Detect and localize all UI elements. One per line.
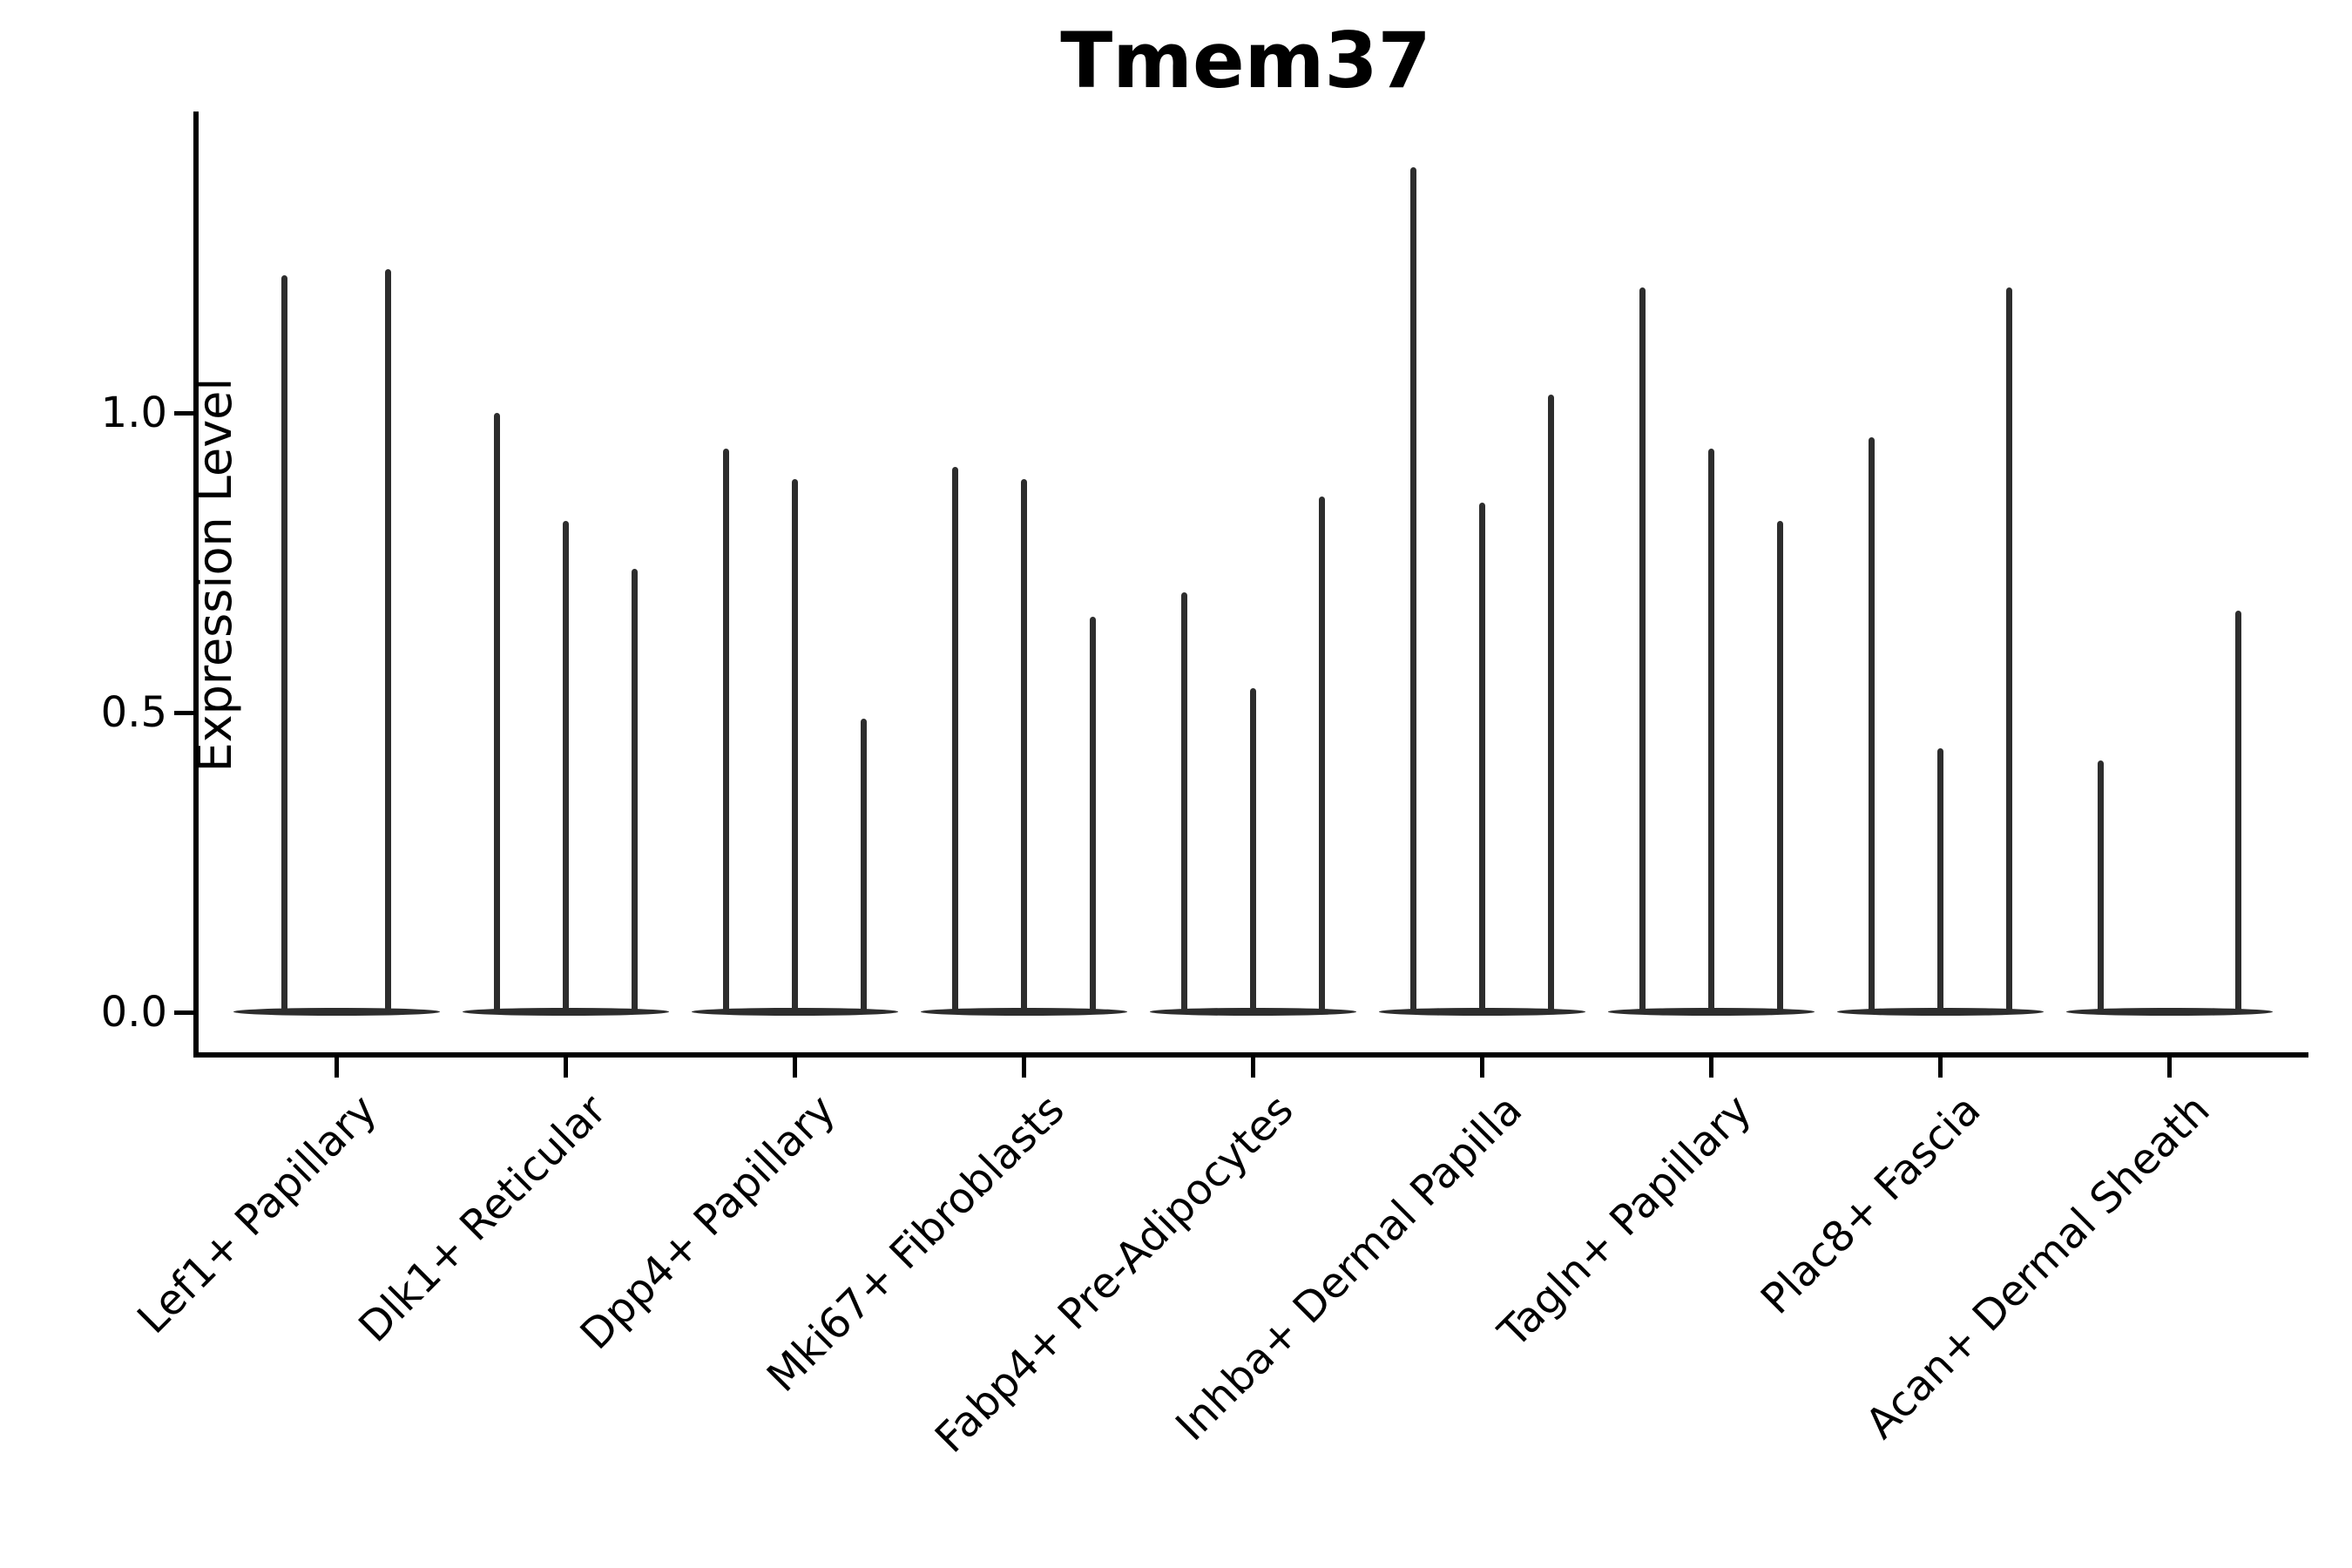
violin-spike: [791, 478, 798, 1012]
violin-base: [233, 1008, 440, 1016]
x-category-label: Tagln+ Papillary: [1489, 1085, 1761, 1357]
y-tick: [174, 1010, 194, 1015]
violin-spike: [281, 274, 288, 1012]
y-tick: [174, 410, 194, 416]
violin-spike: [1089, 616, 1096, 1012]
violin-spike: [1639, 287, 1646, 1012]
x-tick: [1479, 1058, 1484, 1078]
x-tick: [1937, 1058, 1943, 1078]
x-tick: [1708, 1058, 1713, 1078]
violin-base: [2065, 1008, 2273, 1016]
y-tick-label: 0.0: [100, 988, 167, 1037]
x-tick: [334, 1058, 339, 1078]
violin-spike: [384, 268, 391, 1012]
x-category-label: Lef1+ Papillary: [128, 1085, 387, 1343]
y-tick-label: 1.0: [100, 389, 167, 437]
violin-spike: [562, 520, 569, 1012]
violin-spike: [2234, 611, 2241, 1012]
x-category-label: Plac8+ Fascia: [1752, 1085, 1990, 1324]
x-category-label: Dlk1+ Reticular: [348, 1085, 616, 1352]
violin-spike: [1020, 478, 1027, 1012]
violin-spike: [1180, 592, 1187, 1012]
violin-spike: [2097, 760, 2104, 1012]
violin-spike: [1776, 520, 1783, 1012]
violin-spike: [631, 568, 638, 1012]
violin-spike: [1409, 166, 1416, 1012]
violin-spike: [860, 718, 867, 1012]
violin-spike: [1249, 688, 1256, 1012]
x-tick: [792, 1058, 797, 1078]
x-axis-spine: [193, 1052, 2308, 1058]
x-tick: [1021, 1058, 1026, 1078]
y-tick-label: 0.5: [100, 688, 167, 737]
violin-spike: [951, 466, 958, 1012]
violin-spike: [1547, 395, 1554, 1012]
x-category-label: Dpp4+ Papillary: [571, 1085, 845, 1360]
y-tick: [174, 710, 194, 715]
violin-spike: [1707, 449, 1714, 1012]
violin-spike: [1936, 748, 1943, 1012]
y-axis-spine: [193, 112, 199, 1058]
violin-spike: [1868, 436, 1875, 1012]
x-tick: [563, 1058, 568, 1078]
violin-spike: [1478, 503, 1485, 1012]
violin-spike: [493, 413, 500, 1012]
violin-spike: [2005, 287, 2012, 1012]
violin-spike: [722, 449, 729, 1012]
chart-title: Tmem37: [1060, 16, 1431, 105]
x-tick: [2166, 1058, 2172, 1078]
x-tick: [1250, 1058, 1255, 1078]
violin-spike: [1318, 497, 1325, 1012]
